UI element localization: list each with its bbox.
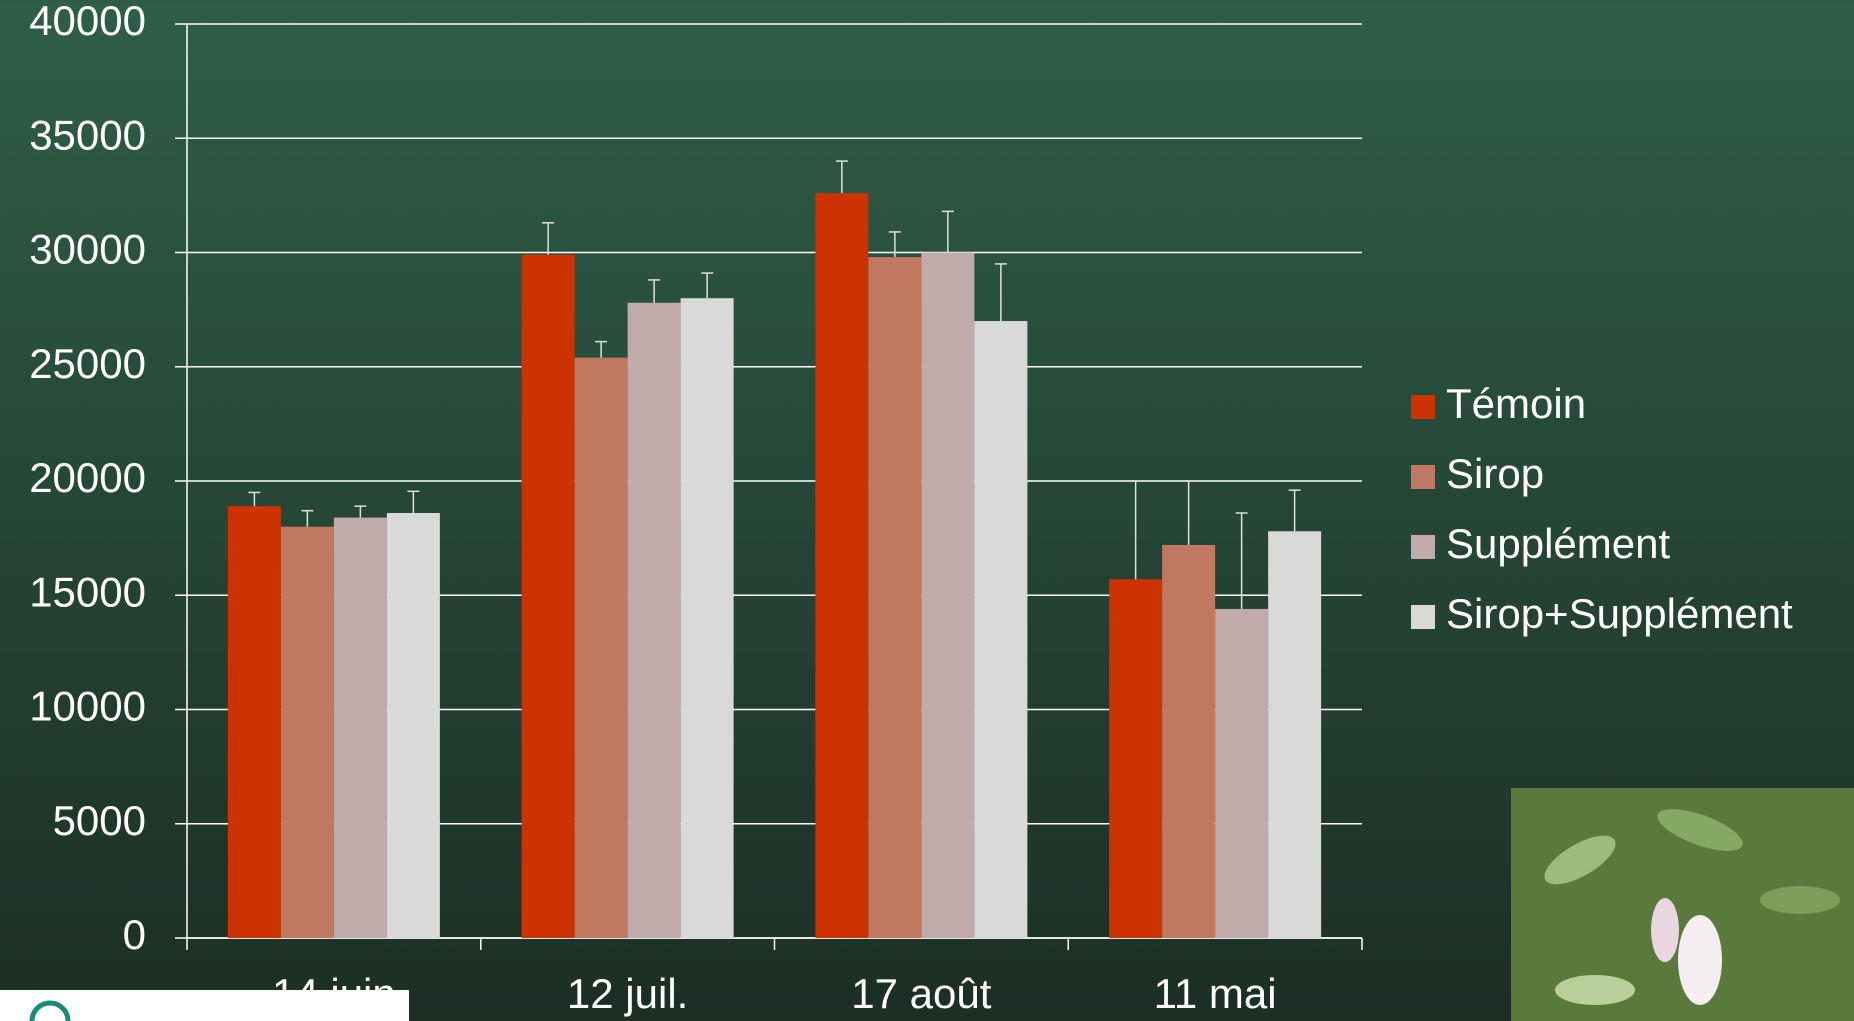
error-bar — [941, 210, 954, 253]
bar — [1109, 579, 1163, 938]
x-tick-label: 11 mai — [1154, 970, 1277, 1017]
y-tick-label: 30000 — [29, 226, 146, 273]
y-tick-label: 40000 — [29, 0, 146, 44]
bar — [1268, 531, 1322, 938]
y-tick-label: 15000 — [29, 568, 146, 615]
y-tick-label: 35000 — [29, 111, 146, 158]
error-bar — [301, 509, 314, 527]
error-bar — [835, 160, 848, 194]
bar — [1215, 608, 1269, 938]
legend-swatch — [1411, 605, 1435, 629]
bar — [521, 254, 575, 938]
error-bar — [701, 272, 714, 299]
error-bar — [1129, 480, 1142, 580]
y-tick-label: 10000 — [29, 683, 146, 730]
bar — [227, 506, 281, 938]
error-bar — [354, 505, 367, 518]
bar — [386, 512, 440, 938]
legend-swatch — [1411, 465, 1435, 489]
legend-swatch — [1411, 395, 1435, 419]
photo — [1511, 788, 1854, 1021]
error-bar — [994, 263, 1007, 322]
y-tick-label: 5000 — [53, 797, 146, 844]
bar — [574, 357, 628, 938]
bar — [921, 252, 975, 938]
bar — [974, 321, 1028, 938]
error-bar — [542, 222, 555, 255]
bar — [815, 193, 869, 939]
bar — [1162, 544, 1216, 938]
x-tick-label: 17 août — [851, 970, 991, 1017]
legend-label: Supplément — [1446, 520, 1670, 567]
error-bar — [248, 491, 261, 507]
bar — [680, 298, 734, 938]
error-bar — [1235, 512, 1248, 609]
error-bar — [648, 279, 661, 303]
y-tick-label: 20000 — [29, 454, 146, 501]
error-bar — [1288, 489, 1301, 532]
legend-label: Sirop — [1446, 450, 1544, 497]
logo — [29, 1000, 71, 1021]
bar — [868, 257, 922, 938]
legend-swatch — [1411, 535, 1435, 559]
error-bar — [1182, 480, 1195, 545]
x-tick-label: 12 juil. — [567, 970, 688, 1017]
bar — [627, 302, 681, 938]
error-bar — [888, 231, 901, 258]
error-bar — [595, 340, 608, 358]
legend-label: Témoin — [1446, 380, 1586, 427]
y-tick-label: 25000 — [29, 340, 146, 387]
bar — [333, 517, 387, 938]
legend-label: Sirop+Supplément — [1446, 590, 1793, 637]
y-tick-label: 0 — [123, 911, 146, 958]
bar — [280, 526, 334, 938]
error-bar — [407, 490, 420, 513]
